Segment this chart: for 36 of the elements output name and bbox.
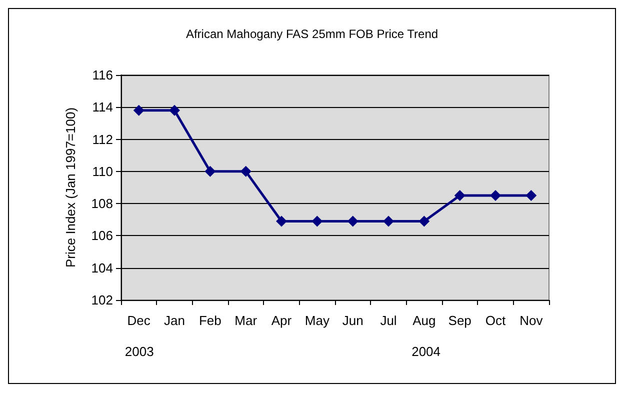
point	[454, 190, 466, 202]
x-tick-label: Sep	[448, 313, 472, 328]
point	[133, 104, 144, 116]
point	[204, 166, 216, 177]
text: 2003	[124, 344, 154, 359]
x-tick-label: May	[304, 313, 330, 328]
x-tick-label: Nov	[520, 313, 544, 328]
text: 2004	[412, 344, 441, 359]
x-tick-label: Jan	[164, 313, 185, 328]
y-axis-title: Price Index (Jan 1997=100)	[63, 107, 78, 268]
x-tick-label: Dec	[127, 313, 151, 328]
y-tick-label: 110	[92, 164, 113, 179]
chart-title: African Mahogany FAS 25mm FOB Price Trend	[186, 27, 438, 41]
x-tick-label: Aug	[412, 313, 436, 328]
y-tick-label: 116	[92, 68, 113, 82]
y-tick-label: 108	[91, 196, 113, 212]
y-tick-label: 114	[92, 100, 113, 115]
point	[276, 216, 287, 227]
point	[312, 216, 323, 227]
point	[418, 216, 430, 227]
x-tick-label: Jun	[342, 313, 364, 328]
x-tick-label: Apr	[271, 313, 292, 328]
point	[526, 190, 537, 202]
point	[240, 166, 252, 177]
point	[169, 104, 180, 116]
y-tick-label: 104	[91, 260, 113, 276]
point	[383, 216, 394, 227]
y-tick-label: 106	[91, 228, 113, 244]
x-tick-label: Feb	[198, 313, 222, 328]
x-tick-label: Mar	[234, 313, 258, 328]
point	[490, 190, 501, 202]
x-tick-label: Oct	[485, 313, 506, 328]
x-tick-label: Jul	[380, 313, 397, 328]
y-tick-label: 102	[91, 292, 113, 308]
point	[347, 216, 358, 227]
y-tick-label: 112	[92, 132, 113, 147]
